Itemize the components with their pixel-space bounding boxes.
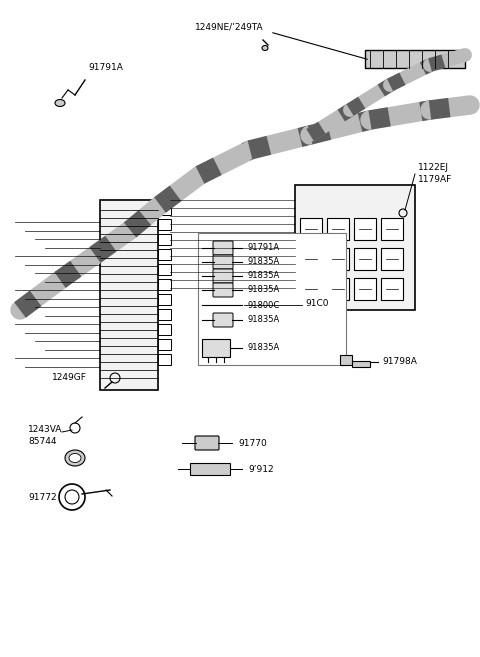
Text: 91791A: 91791A: [248, 244, 280, 252]
Bar: [158, 249, 171, 260]
Bar: [352, 361, 370, 367]
Text: 91835A: 91835A: [248, 315, 280, 325]
FancyBboxPatch shape: [213, 241, 233, 255]
Text: 91835A: 91835A: [248, 344, 280, 353]
Bar: [190, 463, 230, 475]
Text: 91835A: 91835A: [248, 271, 280, 281]
Text: 91770: 91770: [238, 438, 267, 447]
Text: 9’912: 9’912: [248, 464, 274, 474]
Bar: [158, 234, 171, 245]
Bar: [295, 185, 415, 310]
Bar: [300, 278, 322, 300]
Bar: [354, 278, 376, 300]
Bar: [198, 233, 346, 365]
Bar: [158, 354, 171, 365]
Ellipse shape: [262, 45, 268, 51]
FancyBboxPatch shape: [213, 255, 233, 269]
Bar: [100, 200, 158, 390]
FancyBboxPatch shape: [213, 283, 233, 297]
Ellipse shape: [55, 99, 65, 106]
Text: 91835A: 91835A: [248, 258, 280, 267]
Bar: [381, 278, 403, 300]
Bar: [327, 248, 349, 270]
Bar: [300, 218, 322, 240]
Bar: [202, 339, 230, 357]
Bar: [327, 218, 349, 240]
FancyBboxPatch shape: [195, 436, 219, 450]
Bar: [327, 278, 349, 300]
Bar: [354, 248, 376, 270]
Text: 91772: 91772: [28, 493, 57, 501]
Text: 1179AF: 1179AF: [418, 175, 452, 185]
Bar: [158, 309, 171, 320]
Bar: [340, 355, 352, 365]
Text: 1243VA: 1243VA: [28, 426, 62, 434]
Ellipse shape: [69, 453, 81, 463]
Bar: [381, 248, 403, 270]
Bar: [300, 248, 322, 270]
Text: 1249GF: 1249GF: [52, 373, 87, 382]
Bar: [158, 264, 171, 275]
Bar: [381, 218, 403, 240]
Text: 85744: 85744: [28, 438, 57, 447]
Text: 1122EJ: 1122EJ: [418, 164, 449, 173]
Bar: [158, 219, 171, 230]
Text: 91798A: 91798A: [382, 357, 417, 365]
Text: 91791A: 91791A: [88, 64, 123, 72]
FancyBboxPatch shape: [213, 313, 233, 327]
FancyBboxPatch shape: [213, 269, 233, 283]
Bar: [158, 204, 171, 215]
Bar: [354, 218, 376, 240]
Bar: [158, 294, 171, 305]
Ellipse shape: [65, 450, 85, 466]
Bar: [158, 339, 171, 350]
Text: 91835A: 91835A: [248, 286, 280, 294]
Bar: [158, 324, 171, 335]
Bar: [158, 279, 171, 290]
Bar: [365, 50, 465, 68]
Text: 1249NE/’249TA: 1249NE/’249TA: [195, 22, 264, 32]
Text: 91C0: 91C0: [305, 298, 328, 307]
Text: 91800C: 91800C: [248, 300, 280, 309]
